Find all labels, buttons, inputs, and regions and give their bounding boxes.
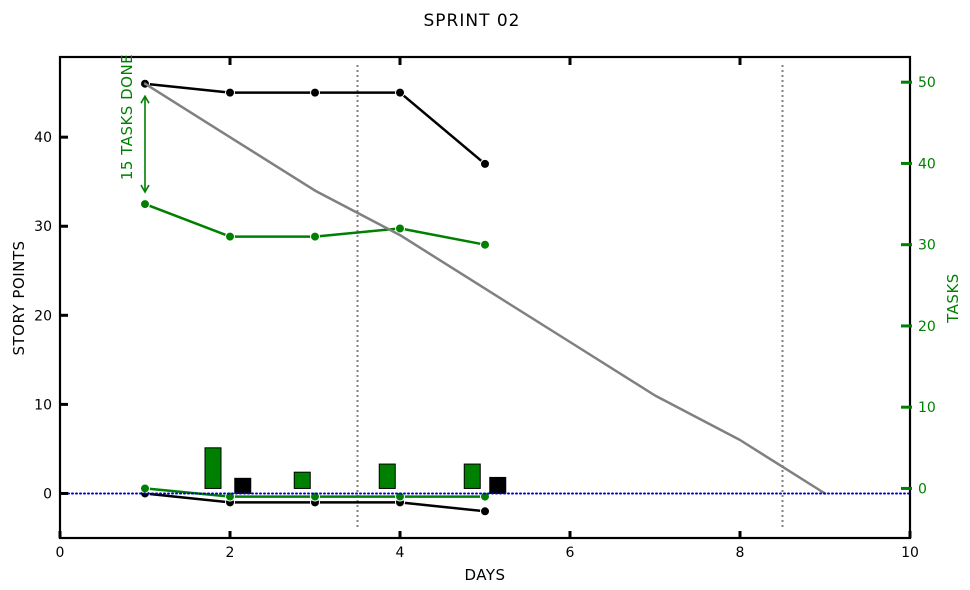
tasks_added-point (140, 483, 150, 494)
series-lines (59, 78, 911, 517)
chart-title: SPRINT 02 (423, 11, 520, 31)
axis-ticks: 0 2 4 6 8 10 0 10 20 30 40 0 10 20 30 40 50 (34, 57, 936, 561)
phase-divider-lines (356, 65, 784, 530)
y-tick-label: 0 (43, 486, 52, 502)
y2-tick-label: 0 (918, 481, 927, 497)
y-tick-label: 10 (34, 397, 52, 413)
tasks-bar (293, 471, 311, 489)
x-tick-label: 2 (226, 545, 235, 561)
annotation-text: 15 TASKS DONE (118, 54, 136, 180)
daily-bars (204, 447, 507, 494)
tasks-done-annotation: 15 TASKS DONE (118, 54, 150, 194)
points_remaining-point (225, 87, 235, 98)
y2-tick-label: 40 (918, 156, 936, 172)
x-tick-label: 4 (396, 545, 405, 561)
annotation-arrow-head-top (140, 94, 150, 104)
y2-tick-label: 20 (918, 319, 936, 335)
y-tick-label: 20 (34, 308, 52, 324)
x-tick-label: 8 (736, 545, 745, 561)
plot-frame (58, 55, 912, 540)
tasks-bar (204, 447, 222, 489)
x-tick-label: 10 (901, 545, 919, 561)
points_remaining-point (310, 87, 320, 98)
tasks_remaining-point (310, 231, 320, 242)
tasks_remaining-point (225, 231, 235, 242)
x-tick-label: 0 (56, 545, 65, 561)
plot-border (58, 55, 912, 540)
y-axis-label: STORY POINTS (10, 240, 28, 355)
points-bar (234, 477, 252, 494)
annotation-arrow-head-bottom (140, 184, 150, 194)
tasks_added-point (395, 491, 405, 502)
tasks_added-point (480, 491, 490, 502)
x-axis-label: DAYS (464, 566, 505, 584)
tasks_remaining-point (395, 223, 405, 234)
points_added-point (480, 506, 490, 517)
y2-tick-label: 30 (918, 238, 936, 254)
tasks_remaining-point (140, 199, 150, 210)
tasks_remaining-point (480, 239, 490, 250)
ideal-line (143, 82, 827, 495)
tasks-bar (463, 463, 481, 489)
tasks-bar (378, 463, 396, 489)
y2-tick-label: 10 (918, 400, 936, 416)
points_remaining-point (480, 158, 490, 169)
y2-axis-label: TASKS (944, 273, 962, 324)
points_remaining-point (395, 87, 405, 98)
y-tick-label: 30 (34, 219, 52, 235)
x-tick-label: 6 (566, 545, 575, 561)
y-tick-label: 40 (34, 130, 52, 146)
y2-tick-label: 50 (918, 75, 936, 91)
points-bar (489, 476, 507, 494)
